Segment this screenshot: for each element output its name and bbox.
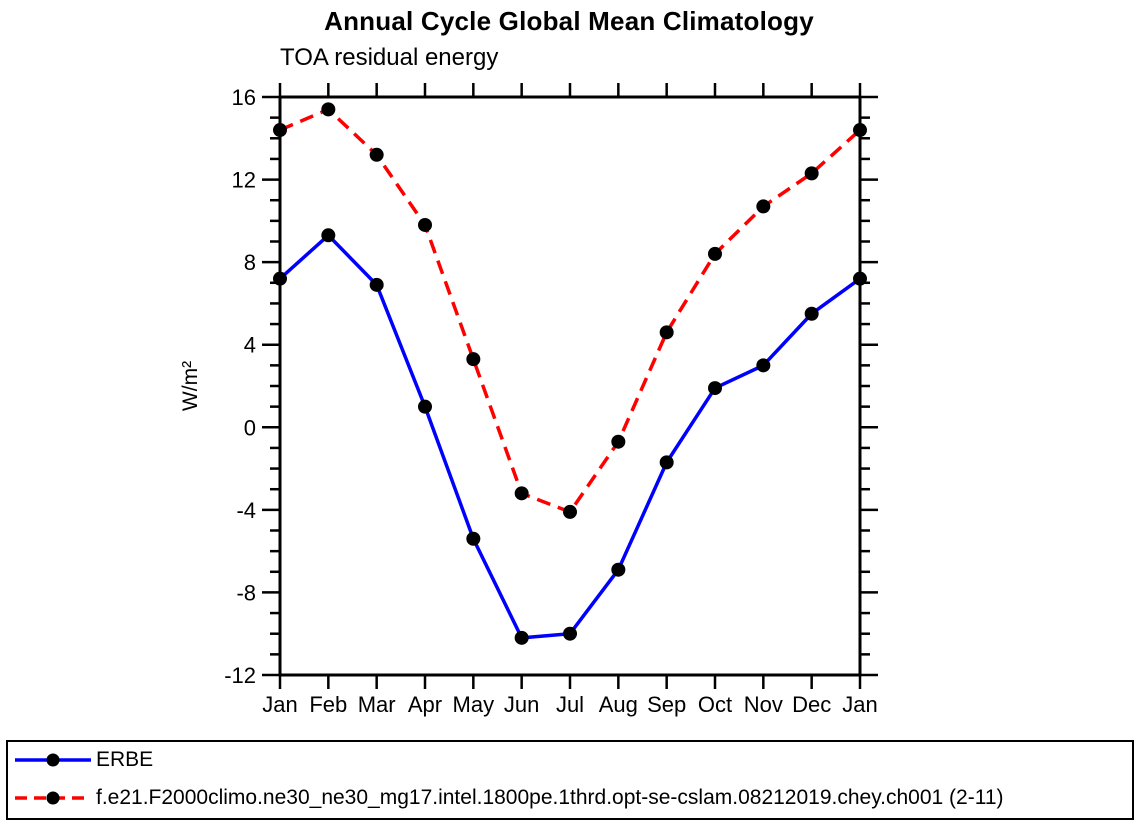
data-point bbox=[321, 228, 336, 243]
y-axis: -12 -8 -4 0 4 8 12 16 bbox=[224, 85, 878, 688]
model-line bbox=[279, 107, 862, 515]
erbe-markers bbox=[273, 228, 867, 645]
data-point bbox=[756, 358, 771, 373]
erbe-line bbox=[278, 232, 862, 640]
model-line-sample-icon bbox=[15, 791, 91, 805]
erbe-line-sample-icon bbox=[15, 753, 91, 767]
data-point bbox=[659, 325, 674, 340]
data-point bbox=[466, 531, 481, 546]
y-tick-label: -4 bbox=[236, 498, 256, 523]
y-tick-label: 4 bbox=[244, 333, 256, 358]
data-point bbox=[804, 166, 819, 181]
x-axis: Jan Feb Mar Apr May Jun Jul Aug Sep Oct Nov Dec Jan bbox=[262, 83, 878, 717]
data-point bbox=[611, 434, 626, 449]
data-point bbox=[708, 381, 722, 396]
x-tick-label: Jan bbox=[262, 692, 297, 717]
data-point bbox=[321, 102, 336, 117]
x-tick-label: Jan bbox=[842, 692, 877, 717]
data-point bbox=[659, 455, 674, 470]
data-point bbox=[514, 630, 529, 645]
x-tick-label: Aug bbox=[599, 692, 638, 717]
plot-frame bbox=[278, 95, 862, 677]
x-tick-label: May bbox=[453, 692, 495, 717]
data-point bbox=[804, 306, 819, 321]
data-point bbox=[418, 217, 432, 232]
data-point bbox=[853, 271, 867, 286]
x-tick-label: Apr bbox=[408, 692, 442, 717]
y-tick-label: 8 bbox=[244, 250, 256, 275]
data-point bbox=[418, 399, 432, 414]
y-tick-label: 12 bbox=[232, 168, 256, 193]
y-tick-label: 16 bbox=[232, 85, 256, 110]
x-tick-label: Sep bbox=[647, 692, 686, 717]
y-axis-title: W/m² bbox=[179, 361, 202, 411]
x-tick-label: Dec bbox=[792, 692, 831, 717]
chart-legend: ERBE f.e21.F2000climo.ne30_ne30_mg17.int… bbox=[6, 740, 1134, 820]
chart-title: Annual Cycle Global Mean Climatology bbox=[324, 6, 814, 36]
model-markers bbox=[273, 102, 867, 519]
data-point bbox=[563, 626, 577, 641]
y-tick-label: -12 bbox=[224, 663, 256, 688]
data-point bbox=[708, 246, 722, 261]
data-point bbox=[369, 277, 384, 292]
legend-label-erbe: ERBE bbox=[96, 748, 154, 771]
data-point bbox=[369, 147, 384, 162]
x-tick-label: Oct bbox=[698, 692, 732, 717]
data-point bbox=[466, 352, 481, 367]
x-tick-label: Jul bbox=[556, 692, 584, 717]
x-tick-label: Mar bbox=[358, 692, 396, 717]
legend-entry-model: f.e21.F2000climo.ne30_ne30_mg17.intel.18… bbox=[12, 785, 1004, 811]
data-point bbox=[514, 486, 529, 501]
data-point bbox=[273, 123, 287, 138]
x-tick-label: Nov bbox=[744, 692, 783, 717]
data-point bbox=[853, 123, 867, 138]
x-tick-label: Feb bbox=[309, 692, 347, 717]
y-tick-label: 0 bbox=[244, 415, 256, 440]
legend-entry-erbe: ERBE bbox=[12, 747, 153, 773]
legend-label-model: f.e21.F2000climo.ne30_ne30_mg17.intel.18… bbox=[96, 786, 1004, 809]
chart-subtitle: TOA residual energy bbox=[280, 44, 499, 71]
data-point bbox=[756, 199, 771, 214]
data-point bbox=[611, 562, 626, 577]
data-point bbox=[273, 271, 287, 286]
y-tick-label: -8 bbox=[236, 580, 256, 605]
data-point bbox=[563, 504, 577, 519]
x-tick-label: Jun bbox=[504, 692, 539, 717]
